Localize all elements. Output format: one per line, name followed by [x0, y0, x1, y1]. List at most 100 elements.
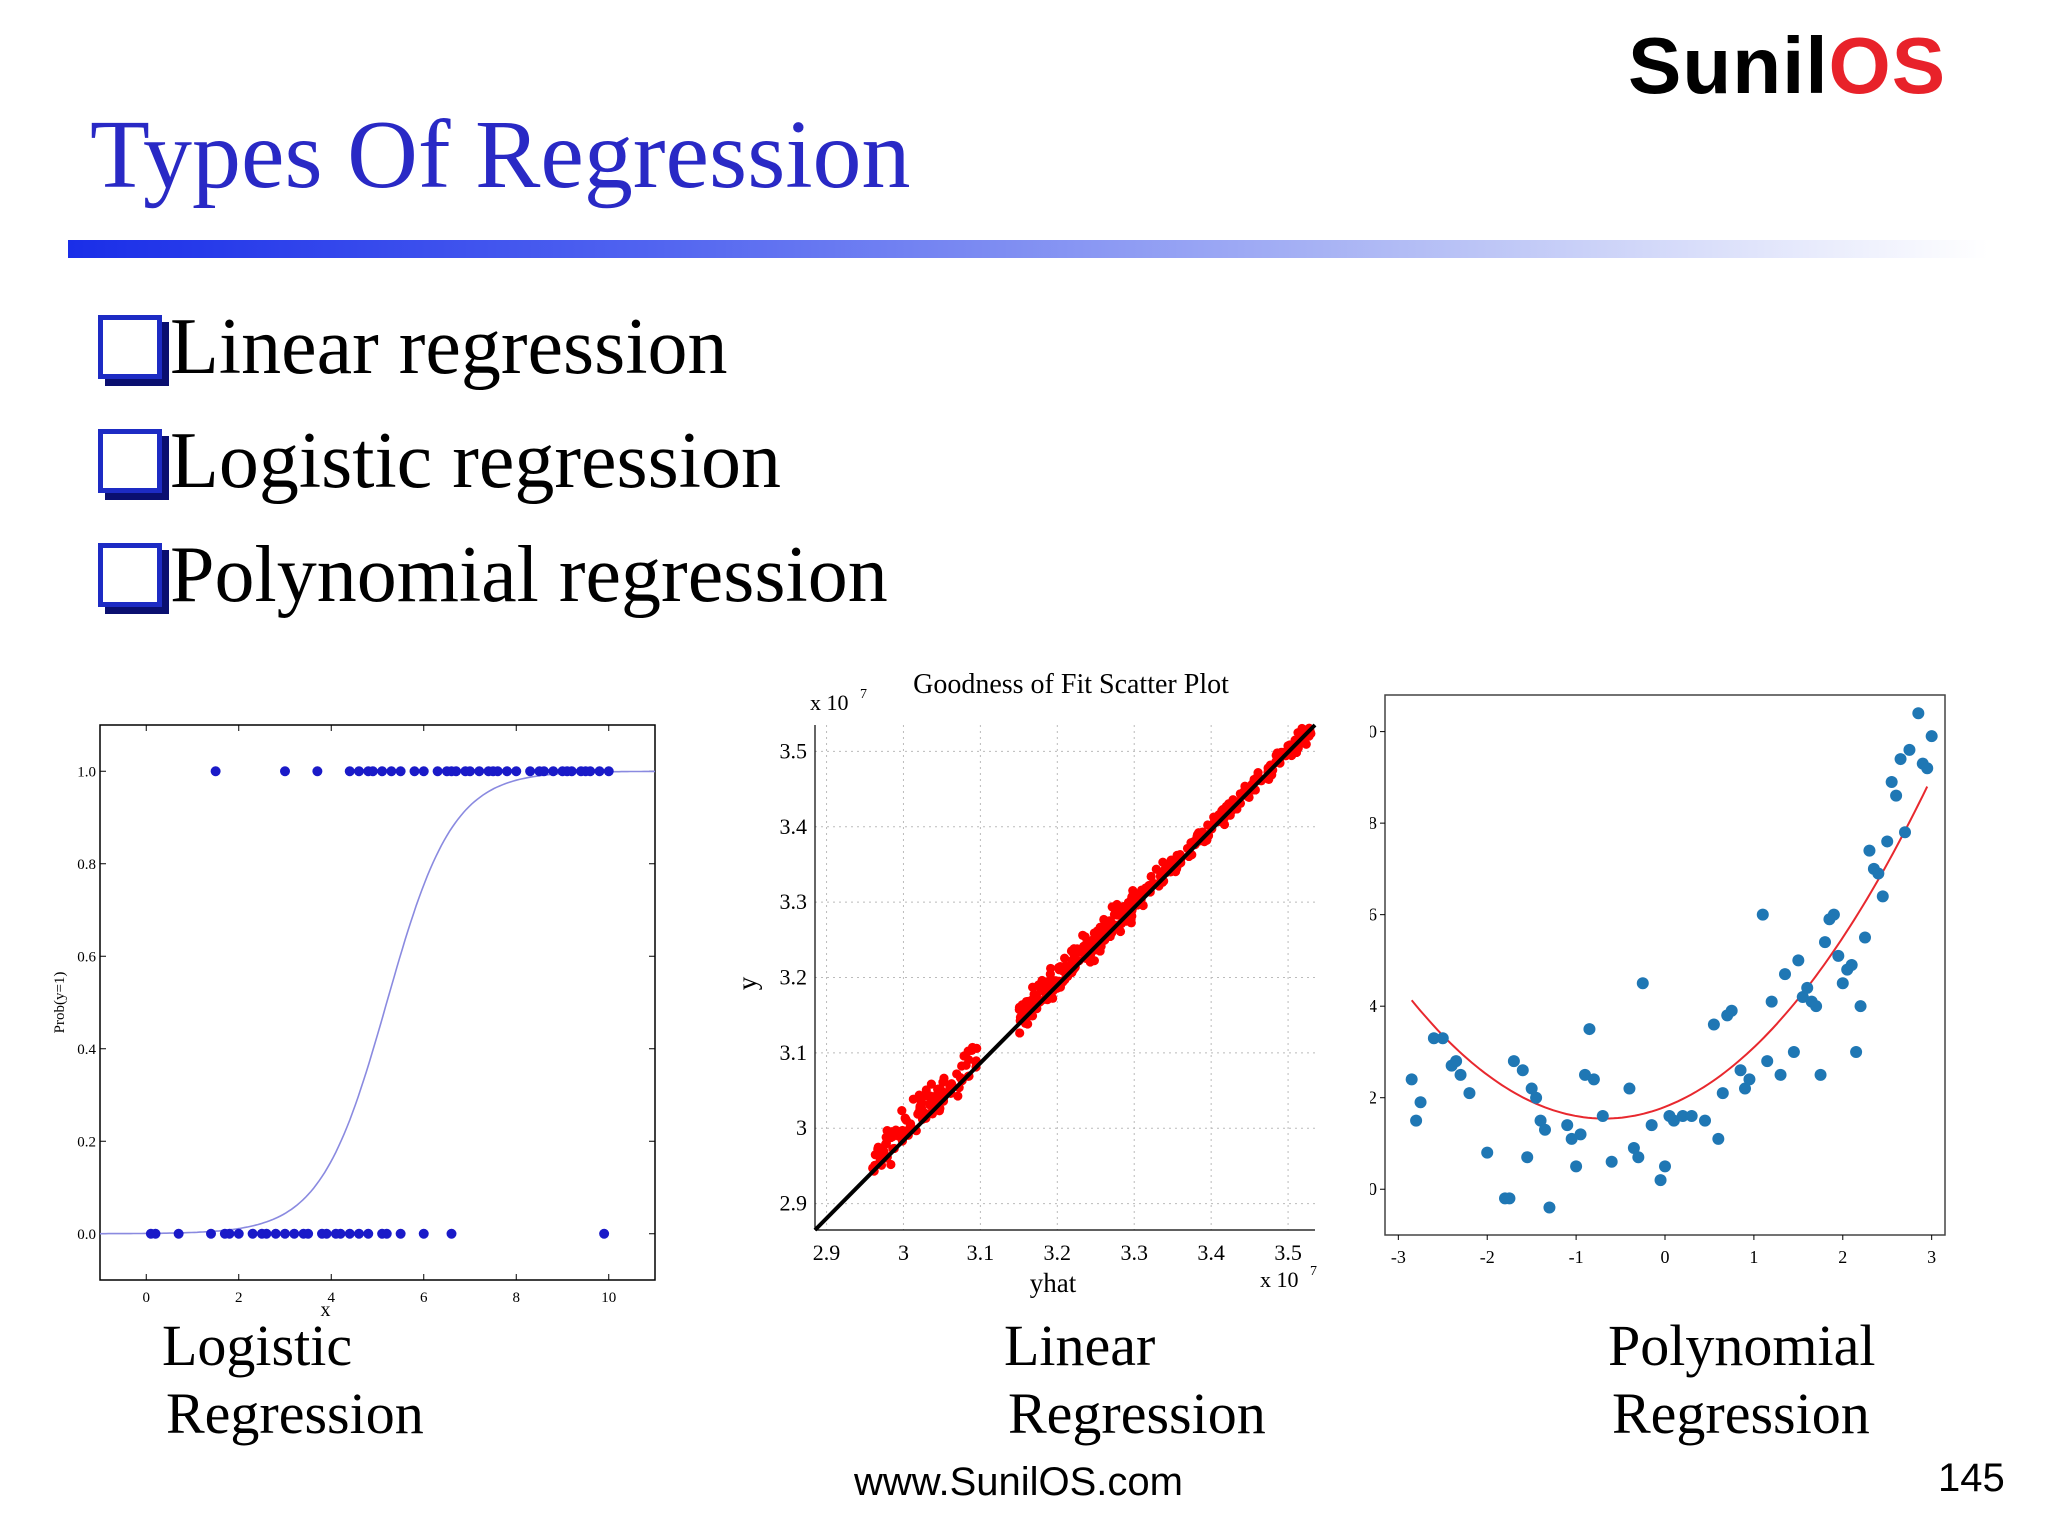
data-point-y0: [363, 1228, 374, 1239]
data-point: [1481, 1146, 1494, 1159]
data-point-y1: [377, 766, 388, 777]
y-scale-label: x 10: [810, 690, 849, 715]
data-point: [1035, 980, 1046, 990]
data-point: [1712, 1132, 1725, 1145]
plot-frame: [99, 724, 656, 1281]
data-point: [1676, 1110, 1689, 1123]
data-point-y0: [280, 1228, 290, 1239]
data-point-y1: [386, 766, 397, 777]
data-point-y1: [354, 766, 364, 777]
y-tick-label: 0.2: [77, 1134, 96, 1150]
data-point: [1436, 1032, 1449, 1045]
data-point: [1832, 949, 1845, 962]
data-point: [1623, 1082, 1636, 1095]
data-point: [1410, 1114, 1423, 1127]
data-point: [1743, 1073, 1756, 1086]
data-point: [1530, 1091, 1543, 1104]
data-point-y1: [539, 766, 549, 777]
data-point-y1: [585, 766, 596, 777]
data-point: [1414, 1096, 1427, 1109]
data-point: [1921, 762, 1934, 775]
data-point-y0: [381, 1228, 392, 1239]
y-axis-label: y: [732, 976, 762, 990]
data-point: [1516, 1064, 1529, 1077]
data-point: [1876, 890, 1889, 903]
y-tick-label: 2.9: [780, 1191, 808, 1216]
data-point: [924, 1100, 935, 1110]
data-point-y0: [599, 1228, 610, 1239]
data-point: [1699, 1114, 1711, 1127]
data-point: [1565, 1132, 1578, 1145]
data-point: [926, 1079, 936, 1089]
footer-url: www.SunilOS.com: [854, 1460, 1183, 1504]
y-tick-label: 0.0: [77, 1227, 96, 1243]
data-point: [1271, 750, 1281, 760]
data-point-y0: [289, 1228, 300, 1239]
data-point: [1583, 1023, 1596, 1036]
data-point: [1078, 930, 1088, 940]
x-tick-label: -2: [1480, 1247, 1495, 1267]
data-point-y1: [465, 766, 475, 777]
linear-regression-chart: 2.9 3 3.1 3.2 3.3 3.4 3.5 2.9 3 3.1 3.2 3.3 3.4 3.5 Go…: [732, 669, 1317, 1298]
checkbox-bullet-icon: [98, 543, 162, 607]
y-tick-label: 3.3: [780, 889, 808, 914]
data-point: [972, 1043, 982, 1054]
data-point: [961, 1060, 971, 1070]
data-point: [1110, 908, 1120, 919]
fit-line: [813, 723, 1317, 1232]
linear-label-line2: Regression: [1008, 1381, 1266, 1446]
data-point-y1: [367, 766, 378, 777]
x-tick-label: 10: [601, 1290, 616, 1306]
data-point: [1707, 1018, 1720, 1031]
data-point-y0: [303, 1228, 314, 1239]
data-point: [1031, 990, 1042, 1000]
x-axis-label: x: [321, 1299, 331, 1320]
page-number: 145: [1938, 1456, 2005, 1500]
data-point: [1539, 1123, 1551, 1136]
data-point: [1221, 801, 1231, 811]
x-tick-label: 3: [898, 1240, 909, 1265]
slide-title: Types Of Regression: [90, 101, 911, 209]
data-point: [886, 1127, 896, 1137]
y-tick-label: 0.8: [77, 857, 96, 873]
x-scale-exponent: 7: [1310, 1264, 1317, 1279]
x-tick-label: 1: [1749, 1247, 1758, 1267]
data-point: [1405, 1073, 1418, 1086]
polynomial-label-line2: Regression: [1612, 1381, 1870, 1446]
x-tick-label: 4: [328, 1290, 336, 1306]
x-tick-label: 2: [1838, 1247, 1847, 1267]
data-point: [1827, 908, 1840, 921]
data-point: [1297, 723, 1307, 734]
x-tick-label: 8: [513, 1290, 521, 1306]
y-tick-label: 0.4: [77, 1042, 96, 1058]
checkbox-bullet-icon: [98, 429, 162, 493]
data-point: [1725, 1004, 1738, 1017]
data-point: [1587, 1073, 1600, 1086]
x-tick-label: 0: [1661, 1247, 1670, 1267]
data-point: [1166, 855, 1176, 865]
polynomial-fit-curve: [1410, 786, 1929, 1120]
x-axis-label: yhat: [1030, 1268, 1077, 1298]
data-point: [1836, 977, 1849, 990]
data-point-y0: [150, 1228, 161, 1239]
data-point: [1080, 940, 1091, 950]
data-point-y1: [525, 766, 536, 777]
data-point: [1872, 867, 1885, 880]
data-point: [881, 1138, 891, 1148]
data-point: [938, 1077, 948, 1087]
data-point: [1525, 1082, 1538, 1095]
data-point: [1756, 908, 1769, 921]
data-point-y1: [418, 766, 429, 777]
bullet-text: Linear regression: [170, 303, 728, 391]
data-point-y0: [261, 1228, 272, 1239]
data-point-y1: [474, 766, 485, 777]
y-tick-label: 1.0: [77, 764, 96, 780]
data-point-y1: [280, 766, 290, 777]
data-point: [946, 1079, 957, 1089]
data-point-y1: [492, 766, 503, 777]
data-point: [1890, 789, 1903, 802]
data-point-y1: [566, 766, 577, 777]
x-tick-label: 3.1: [967, 1240, 995, 1265]
data-point: [1903, 743, 1916, 756]
data-point: [914, 1107, 924, 1117]
